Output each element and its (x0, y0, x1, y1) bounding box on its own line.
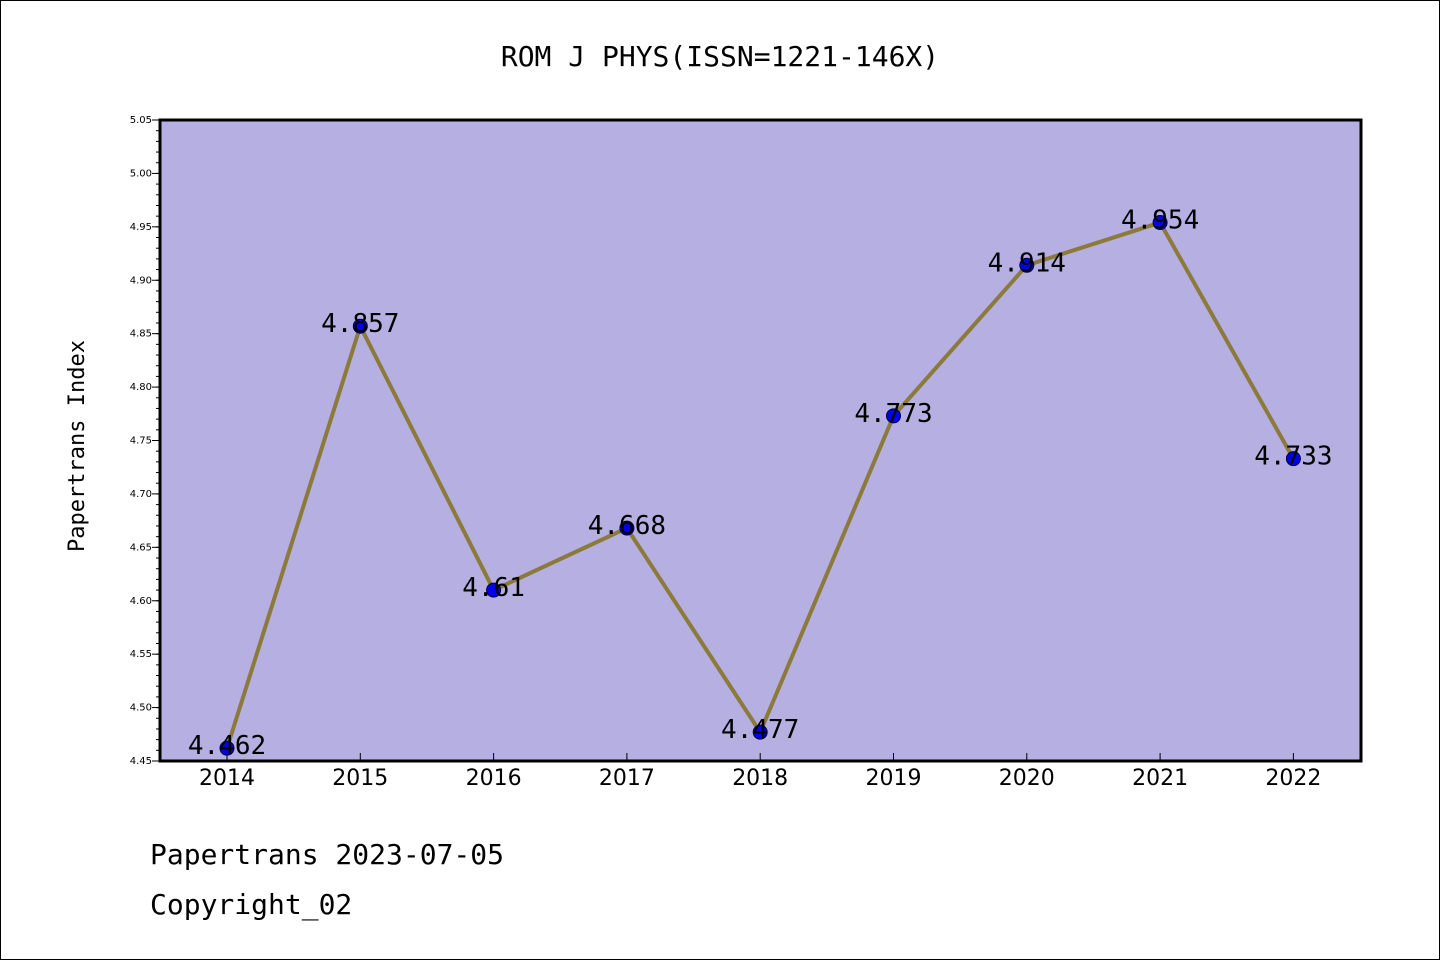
data-label: 4.954 (1121, 206, 1199, 236)
chart-title: ROM J PHYS(ISSN=1221-146X) (501, 40, 939, 73)
data-point (886, 408, 901, 424)
data-label: 4.857 (321, 309, 399, 339)
y-tick-label: 4.75 (130, 436, 152, 447)
x-tick-label: 2022 (1265, 766, 1321, 791)
y-tick-label: 4.85 (130, 329, 152, 340)
y-tick-label: 4.95 (130, 222, 152, 233)
footer-date: Papertrans 2023-07-05 (150, 838, 504, 871)
y-tick-label: 4.70 (130, 489, 152, 500)
data-label: 4.668 (588, 511, 666, 541)
y-tick-label: 5.00 (130, 168, 152, 179)
y-axis-label: Papertrans Index (65, 340, 90, 552)
data-point (1019, 257, 1035, 273)
data-point (1285, 451, 1301, 467)
data-label: 4.733 (1254, 442, 1332, 472)
data-point (486, 582, 502, 598)
x-tick-label: 2020 (999, 766, 1055, 791)
plot-border (158, 118, 1363, 763)
data-point (619, 520, 635, 536)
data-label: 4.773 (854, 399, 932, 429)
data-label: 4.61 (462, 573, 525, 603)
y-tick-label: 4.45 (130, 756, 152, 767)
y-tick-label: 4.55 (130, 649, 152, 660)
y-tick-label: 4.50 (130, 703, 152, 714)
y-tick-label: 4.90 (130, 275, 152, 286)
x-tick-label: 2017 (599, 766, 655, 791)
footer-copyright: Copyright_02 (150, 888, 352, 922)
x-tick-label: 2021 (1132, 766, 1188, 791)
y-axis-ticks: 4.45 4.50 4.55 4.60 4.65 4.70 4.75 4.80 4.85 4.90… (130, 115, 160, 767)
y-tick-label: 5.05 (130, 115, 152, 126)
data-point (352, 318, 368, 334)
data-markers (219, 215, 1301, 756)
data-point (219, 740, 235, 756)
y-tick-label: 4.80 (130, 382, 152, 393)
x-tick-label: 2015 (332, 766, 388, 791)
data-label: 4.462 (188, 731, 266, 761)
x-tick-label: 2018 (732, 766, 788, 791)
x-axis-ticks: 2014 2015 2016 2017 2018 2019 2020 2021 2022 (199, 753, 1321, 791)
x-tick-label: 2019 (866, 766, 922, 791)
x-tick-label: 2016 (466, 766, 522, 791)
data-point (1152, 215, 1168, 231)
y-tick-label: 4.65 (130, 542, 152, 553)
data-label: 4.477 (721, 715, 799, 745)
y-tick-label: 4.60 (130, 596, 152, 607)
data-label: 4.914 (988, 248, 1066, 278)
data-point (752, 724, 768, 740)
x-tick-label: 2014 (199, 766, 255, 791)
data-labels: 4.462 4.857 4.61 4.668 4.477 4.773 4.914 4.954 4… (188, 206, 1333, 762)
